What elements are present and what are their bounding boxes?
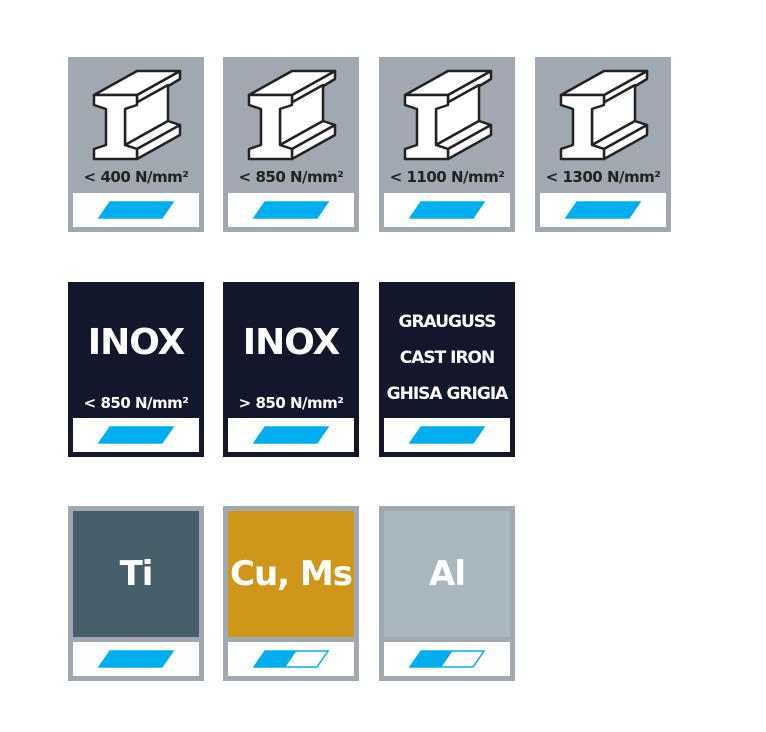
cast-iron-tile: GRAUGUSS CAST IRON GHISA GRIGIA — [379, 282, 515, 457]
indicator-fill — [410, 202, 484, 218]
steel-tile-1300: < 1300 N/mm² — [535, 57, 671, 232]
suitability-indicator — [384, 193, 510, 227]
indicator-fill — [566, 202, 640, 218]
cast-iron-labels: GRAUGUSS CAST IRON GHISA GRIGIA — [379, 304, 515, 412]
indicator-fill — [254, 427, 328, 443]
suitability-indicator — [228, 418, 354, 452]
indicator-fill — [254, 651, 297, 667]
i-beam-icon — [559, 69, 649, 161]
strength-label: > 850 N/mm² — [238, 394, 344, 412]
steel-tile-400: < 400 N/mm² — [68, 57, 204, 232]
strength-label: < 400 N/mm² — [83, 168, 189, 186]
suitability-indicator — [384, 418, 510, 452]
indicator-fill — [410, 651, 453, 667]
indicator-fill — [99, 202, 173, 218]
i-beam-icon — [92, 69, 182, 161]
material-label: Cu, Ms — [228, 511, 354, 637]
inox-tile-below-850: INOX < 850 N/mm² — [68, 282, 204, 457]
indicator-fill — [99, 651, 173, 667]
suitability-indicator — [384, 642, 510, 676]
strength-label: < 850 N/mm² — [238, 168, 344, 186]
material-label: Al — [384, 511, 510, 637]
aluminium-tile: Al — [379, 506, 515, 681]
label-grauguss: GRAUGUSS — [398, 312, 497, 332]
i-beam-icon — [403, 69, 493, 161]
steel-tile-1100: < 1100 N/mm² — [379, 57, 515, 232]
suitability-indicator — [73, 193, 199, 227]
suitability-indicator — [228, 642, 354, 676]
suitability-indicator — [73, 642, 199, 676]
strength-label: < 1100 N/mm² — [389, 168, 505, 186]
indicator-fill — [410, 427, 484, 443]
inox-title: INOX — [242, 322, 341, 363]
suitability-indicator — [73, 418, 199, 452]
strength-label: < 1300 N/mm² — [545, 168, 661, 186]
indicator-fill — [99, 427, 173, 443]
label-cast-iron: CAST IRON — [399, 348, 496, 368]
suitability-indicator — [228, 193, 354, 227]
copper-brass-tile: Cu, Ms — [223, 506, 359, 681]
inox-tile-above-850: INOX > 850 N/mm² — [223, 282, 359, 457]
indicator-fill — [254, 202, 328, 218]
suitability-indicator — [540, 193, 666, 227]
i-beam-icon — [247, 69, 337, 161]
strength-label: < 850 N/mm² — [83, 394, 189, 412]
titanium-tile: Ti — [68, 506, 204, 681]
label-ghisa-grigia: GHISA GRIGIA — [386, 384, 509, 404]
steel-tile-850: < 850 N/mm² — [223, 57, 359, 232]
inox-title: INOX — [87, 322, 186, 363]
material-label: Ti — [73, 511, 199, 637]
